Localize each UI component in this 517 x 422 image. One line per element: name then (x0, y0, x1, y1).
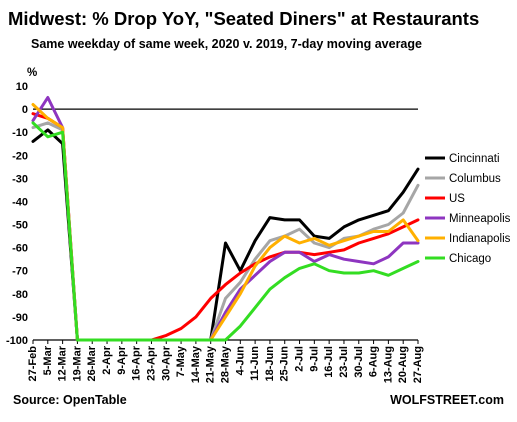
y-tick-label: -100 (6, 335, 28, 347)
y-tick-label: -40 (12, 196, 28, 208)
x-tick-label: 6-Aug (368, 346, 380, 377)
chart-subtitle: Same weekday of same week, 2020 v. 2019,… (31, 37, 422, 51)
y-tick-label: -20 (12, 150, 28, 162)
x-tick-label: 16-Jul (323, 346, 335, 378)
x-tick-label: 21-May (205, 345, 217, 383)
x-tick-label: 2-Jul (294, 346, 306, 372)
y-tick-label: -60 (12, 243, 28, 255)
x-tick-label: 5-Mar (42, 345, 54, 375)
series-line-indianapolis (31, 103, 420, 342)
y-tick-label: -50 (12, 220, 28, 232)
x-tick-label: 30-Apr (160, 345, 172, 381)
legend-label-cincinnati: Cincinnati (449, 153, 500, 165)
legend-label-chicago: Chicago (449, 253, 491, 265)
legend-label-indianapolis: Indianapolis (449, 233, 511, 245)
chart-title: Midwest: % Drop YoY, "Seated Diners" at … (8, 8, 479, 29)
y-tick-label: -30 (12, 173, 28, 185)
x-tick-label: 7-May (175, 345, 187, 377)
x-tick-label: 27-Aug (412, 346, 424, 383)
x-tick-label: 19-Mar (71, 345, 83, 381)
series-line-chicago (31, 121, 420, 342)
source-note: Source: OpenTable (13, 393, 127, 407)
x-tick-label: 4-Jun (234, 346, 246, 376)
x-tick-label: 11-Jun (249, 346, 261, 381)
y-tick-label: 0 (22, 104, 28, 116)
x-tick-label: 9-Jul (308, 346, 320, 372)
series-line-columbus (31, 121, 420, 342)
x-tick-label: 9-Apr (116, 345, 128, 374)
x-tick-label: 23-Apr (145, 345, 157, 381)
x-tick-label: 26-Mar (86, 345, 98, 381)
y-axis-unit-label: % (27, 67, 37, 79)
y-tick-label: -90 (12, 312, 28, 324)
legend-label-us: US (449, 193, 465, 205)
y-tick-label: -70 (12, 266, 28, 278)
x-tick-label: 14-May (190, 345, 202, 383)
x-tick-label: 20-Aug (397, 346, 409, 383)
x-tick-label: 16-Apr (131, 345, 143, 381)
x-tick-label: 25-Jun (279, 346, 291, 382)
x-tick-label: 30-Jul (353, 346, 365, 378)
x-tick-label: 23-Jul (338, 346, 350, 378)
x-tick-label: 28-May (220, 345, 232, 383)
y-tick-label: 10 (16, 81, 28, 93)
y-tick-label: -80 (12, 289, 28, 301)
legend-label-minneapolis: Minneapolis (449, 213, 511, 225)
x-tick-label: 13-Aug (382, 346, 394, 383)
y-tick-label: -10 (12, 127, 28, 139)
x-tick-label: 2-Apr (101, 345, 113, 374)
plot-area: 10 0 -10 -20 -30 -40 -50 -60 -70 -80 -90 -10027-Feb… (6, 81, 511, 383)
legend-label-columbus: Columbus (449, 173, 501, 185)
series-line-us (31, 112, 420, 342)
x-tick-label: 27-Feb (27, 346, 39, 382)
x-tick-label: 12-Mar (57, 345, 69, 381)
brand-watermark: WOLFSTREET.com (390, 393, 504, 407)
x-tick-label: 18-Jun (264, 346, 276, 382)
